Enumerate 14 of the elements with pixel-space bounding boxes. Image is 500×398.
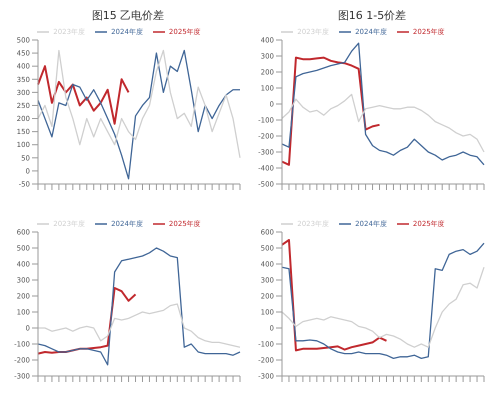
line-series bbox=[281, 56, 381, 166]
line-series bbox=[37, 247, 241, 366]
line-series bbox=[281, 94, 485, 153]
line-series bbox=[281, 42, 485, 166]
line-series bbox=[37, 303, 241, 348]
chart-title: 图16 1-5价差 bbox=[336, 8, 408, 24]
line-series bbox=[37, 50, 241, 180]
line-series bbox=[281, 242, 485, 360]
line-series bbox=[37, 287, 137, 355]
line-series bbox=[37, 65, 130, 125]
line-series bbox=[281, 266, 485, 348]
line-series bbox=[281, 239, 388, 352]
line-series bbox=[37, 50, 241, 158]
chart-title: 图15 乙电价差 bbox=[90, 8, 166, 24]
